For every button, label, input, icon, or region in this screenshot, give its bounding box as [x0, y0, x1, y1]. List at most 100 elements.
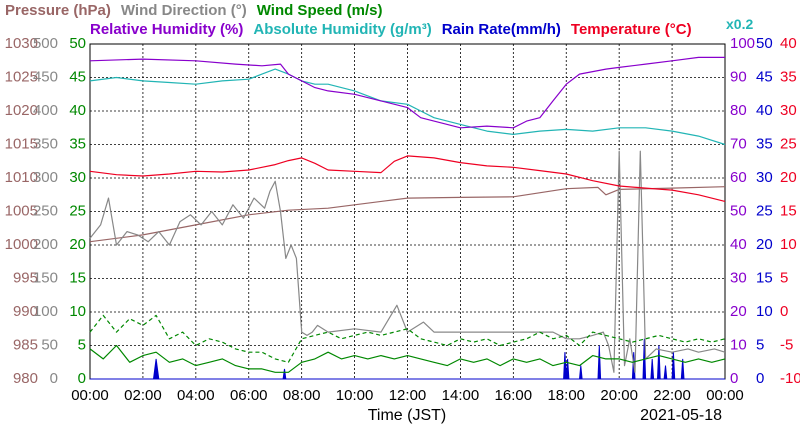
- rain_rate-tick: 30: [756, 169, 773, 186]
- pressure-tick: 1000: [5, 236, 38, 253]
- x-tick: 16:00: [495, 387, 533, 404]
- series-pressure: [89, 186, 726, 243]
- pressure-tick: 985: [13, 336, 38, 353]
- x-tick: 20:00: [600, 387, 638, 404]
- rain_rate-tick: 20: [756, 236, 773, 253]
- wind_speed-tick: 10: [69, 303, 86, 320]
- legend-item: Wind Direction (°): [121, 2, 247, 19]
- relative_humidity-tick: 90: [730, 68, 747, 85]
- x-tick: 14:00: [442, 387, 480, 404]
- temperature-tick: 5: [780, 269, 788, 286]
- legend: Pressure (hPa) Wind Direction (°) Wind Spe…: [5, 2, 753, 38]
- wind_direction-tick: 150: [33, 269, 58, 286]
- x-tick-labels: 00:00 02:00 04:00 06:00 08:00 10:00 12:00 14:00…: [71, 387, 744, 404]
- wind_speed-tick: 20: [69, 236, 86, 253]
- relative_humidity-tick: 80: [730, 102, 747, 119]
- right-axes: 1009080706050403020100504540353025201510…: [730, 35, 800, 387]
- temperature-tick: 20: [780, 169, 797, 186]
- data-series: [89, 56, 726, 380]
- legend-item: Absolute Humidity (g/m³): [253, 21, 431, 38]
- wind_speed-tick: 15: [69, 269, 86, 286]
- x-tick: 18:00: [547, 387, 585, 404]
- wind_speed-tick: 45: [69, 68, 86, 85]
- wind_direction-tick: 300: [33, 169, 58, 186]
- wind_direction-tick: 350: [33, 135, 58, 152]
- rain_rate-tick: 50: [756, 35, 773, 52]
- temperature-tick: 15: [780, 202, 797, 219]
- x-tick: 00:00: [71, 387, 109, 404]
- pressure-tick: 1005: [5, 202, 38, 219]
- rain_rate-tick: 5: [756, 336, 764, 353]
- series-relative_humidity: [89, 56, 725, 129]
- wind_direction-tick: 450: [33, 68, 58, 85]
- pressure-tick: 1015: [5, 135, 38, 152]
- pressure-tick: 995: [13, 269, 38, 286]
- temperature-tick: -5: [780, 336, 793, 353]
- series-wind_speed: [89, 344, 726, 373]
- wind_speed-tick: 30: [69, 169, 86, 186]
- relative_humidity-tick: 20: [730, 303, 747, 320]
- pressure-tick: 990: [13, 303, 38, 320]
- left-axes: 1030102510201015101010051000995990985980…: [5, 35, 86, 387]
- pressure-tick: 980: [13, 370, 38, 387]
- relative_humidity-tick: 40: [730, 236, 747, 253]
- x-tick: 04:00: [177, 387, 215, 404]
- series-rain_rate: [90, 338, 725, 380]
- relative_humidity-tick: 100: [730, 35, 755, 52]
- x-tick: 06:00: [230, 387, 268, 404]
- temperature-tick: 35: [780, 68, 797, 85]
- x-tick: 22:00: [653, 387, 691, 404]
- legend-item: Wind Speed (m/s): [257, 2, 383, 19]
- temperature-tick: 40: [780, 35, 797, 52]
- wind_speed-tick: 0: [78, 370, 86, 387]
- rain_rate-tick: 0: [756, 370, 764, 387]
- rain_rate-tick: 40: [756, 102, 773, 119]
- rain_rate-tick: 25: [756, 202, 773, 219]
- wind_speed-tick: 50: [69, 35, 86, 52]
- x-tick: 10:00: [336, 387, 374, 404]
- legend-scale-note: x0.2: [726, 16, 753, 32]
- x-tick: 02:00: [124, 387, 162, 404]
- wind_speed-tick: 40: [69, 102, 86, 119]
- temperature-tick: 0: [780, 303, 788, 320]
- date-label: 2021-05-18: [640, 407, 722, 424]
- wind_direction-tick: 0: [50, 370, 58, 387]
- temperature-tick: 25: [780, 135, 797, 152]
- relative_humidity-tick: 10: [730, 336, 747, 353]
- x-tick: 08:00: [283, 387, 321, 404]
- pressure-tick: 1020: [5, 102, 38, 119]
- wind_direction-tick: 400: [33, 102, 58, 119]
- legend-item: Relative Humidity (%): [90, 21, 243, 38]
- relative_humidity-tick: 70: [730, 135, 747, 152]
- wind_direction-tick: 200: [33, 236, 58, 253]
- temperature-tick: 30: [780, 102, 797, 119]
- series-wind_direction: [89, 150, 726, 373]
- legend-item: Temperature (°C): [571, 21, 692, 38]
- wind_speed-tick: 25: [69, 202, 86, 219]
- x-tick: 12:00: [389, 387, 427, 404]
- relative_humidity-tick: 30: [730, 269, 747, 286]
- legend-item: Pressure (hPa): [5, 2, 111, 19]
- temperature-tick: 10: [780, 236, 797, 253]
- rain_rate-tick: 10: [756, 303, 773, 320]
- wind_direction-tick: 250: [33, 202, 58, 219]
- wind_speed-tick: 35: [69, 135, 86, 152]
- wind_direction-tick: 50: [41, 336, 58, 353]
- relative_humidity-tick: 50: [730, 202, 747, 219]
- pressure-tick: 1010: [5, 169, 38, 186]
- legend-item: Rain Rate(mm/h): [442, 21, 561, 38]
- pressure-tick: 1025: [5, 68, 38, 85]
- temperature-tick: -10: [780, 370, 800, 387]
- rain_rate-tick: 45: [756, 68, 773, 85]
- wind_direction-tick: 100: [33, 303, 58, 320]
- rain_rate-tick: 15: [756, 269, 773, 286]
- series-wind_speed_gust: [89, 314, 726, 363]
- x-tick: 00:00: [706, 387, 744, 404]
- wind_direction-tick: 500: [33, 35, 58, 52]
- relative_humidity-tick: 60: [730, 169, 747, 186]
- wind_speed-tick: 5: [78, 336, 86, 353]
- x-axis-label: Time (JST): [368, 407, 447, 424]
- series-temperature: [89, 155, 726, 202]
- rain_rate-tick: 35: [756, 135, 773, 152]
